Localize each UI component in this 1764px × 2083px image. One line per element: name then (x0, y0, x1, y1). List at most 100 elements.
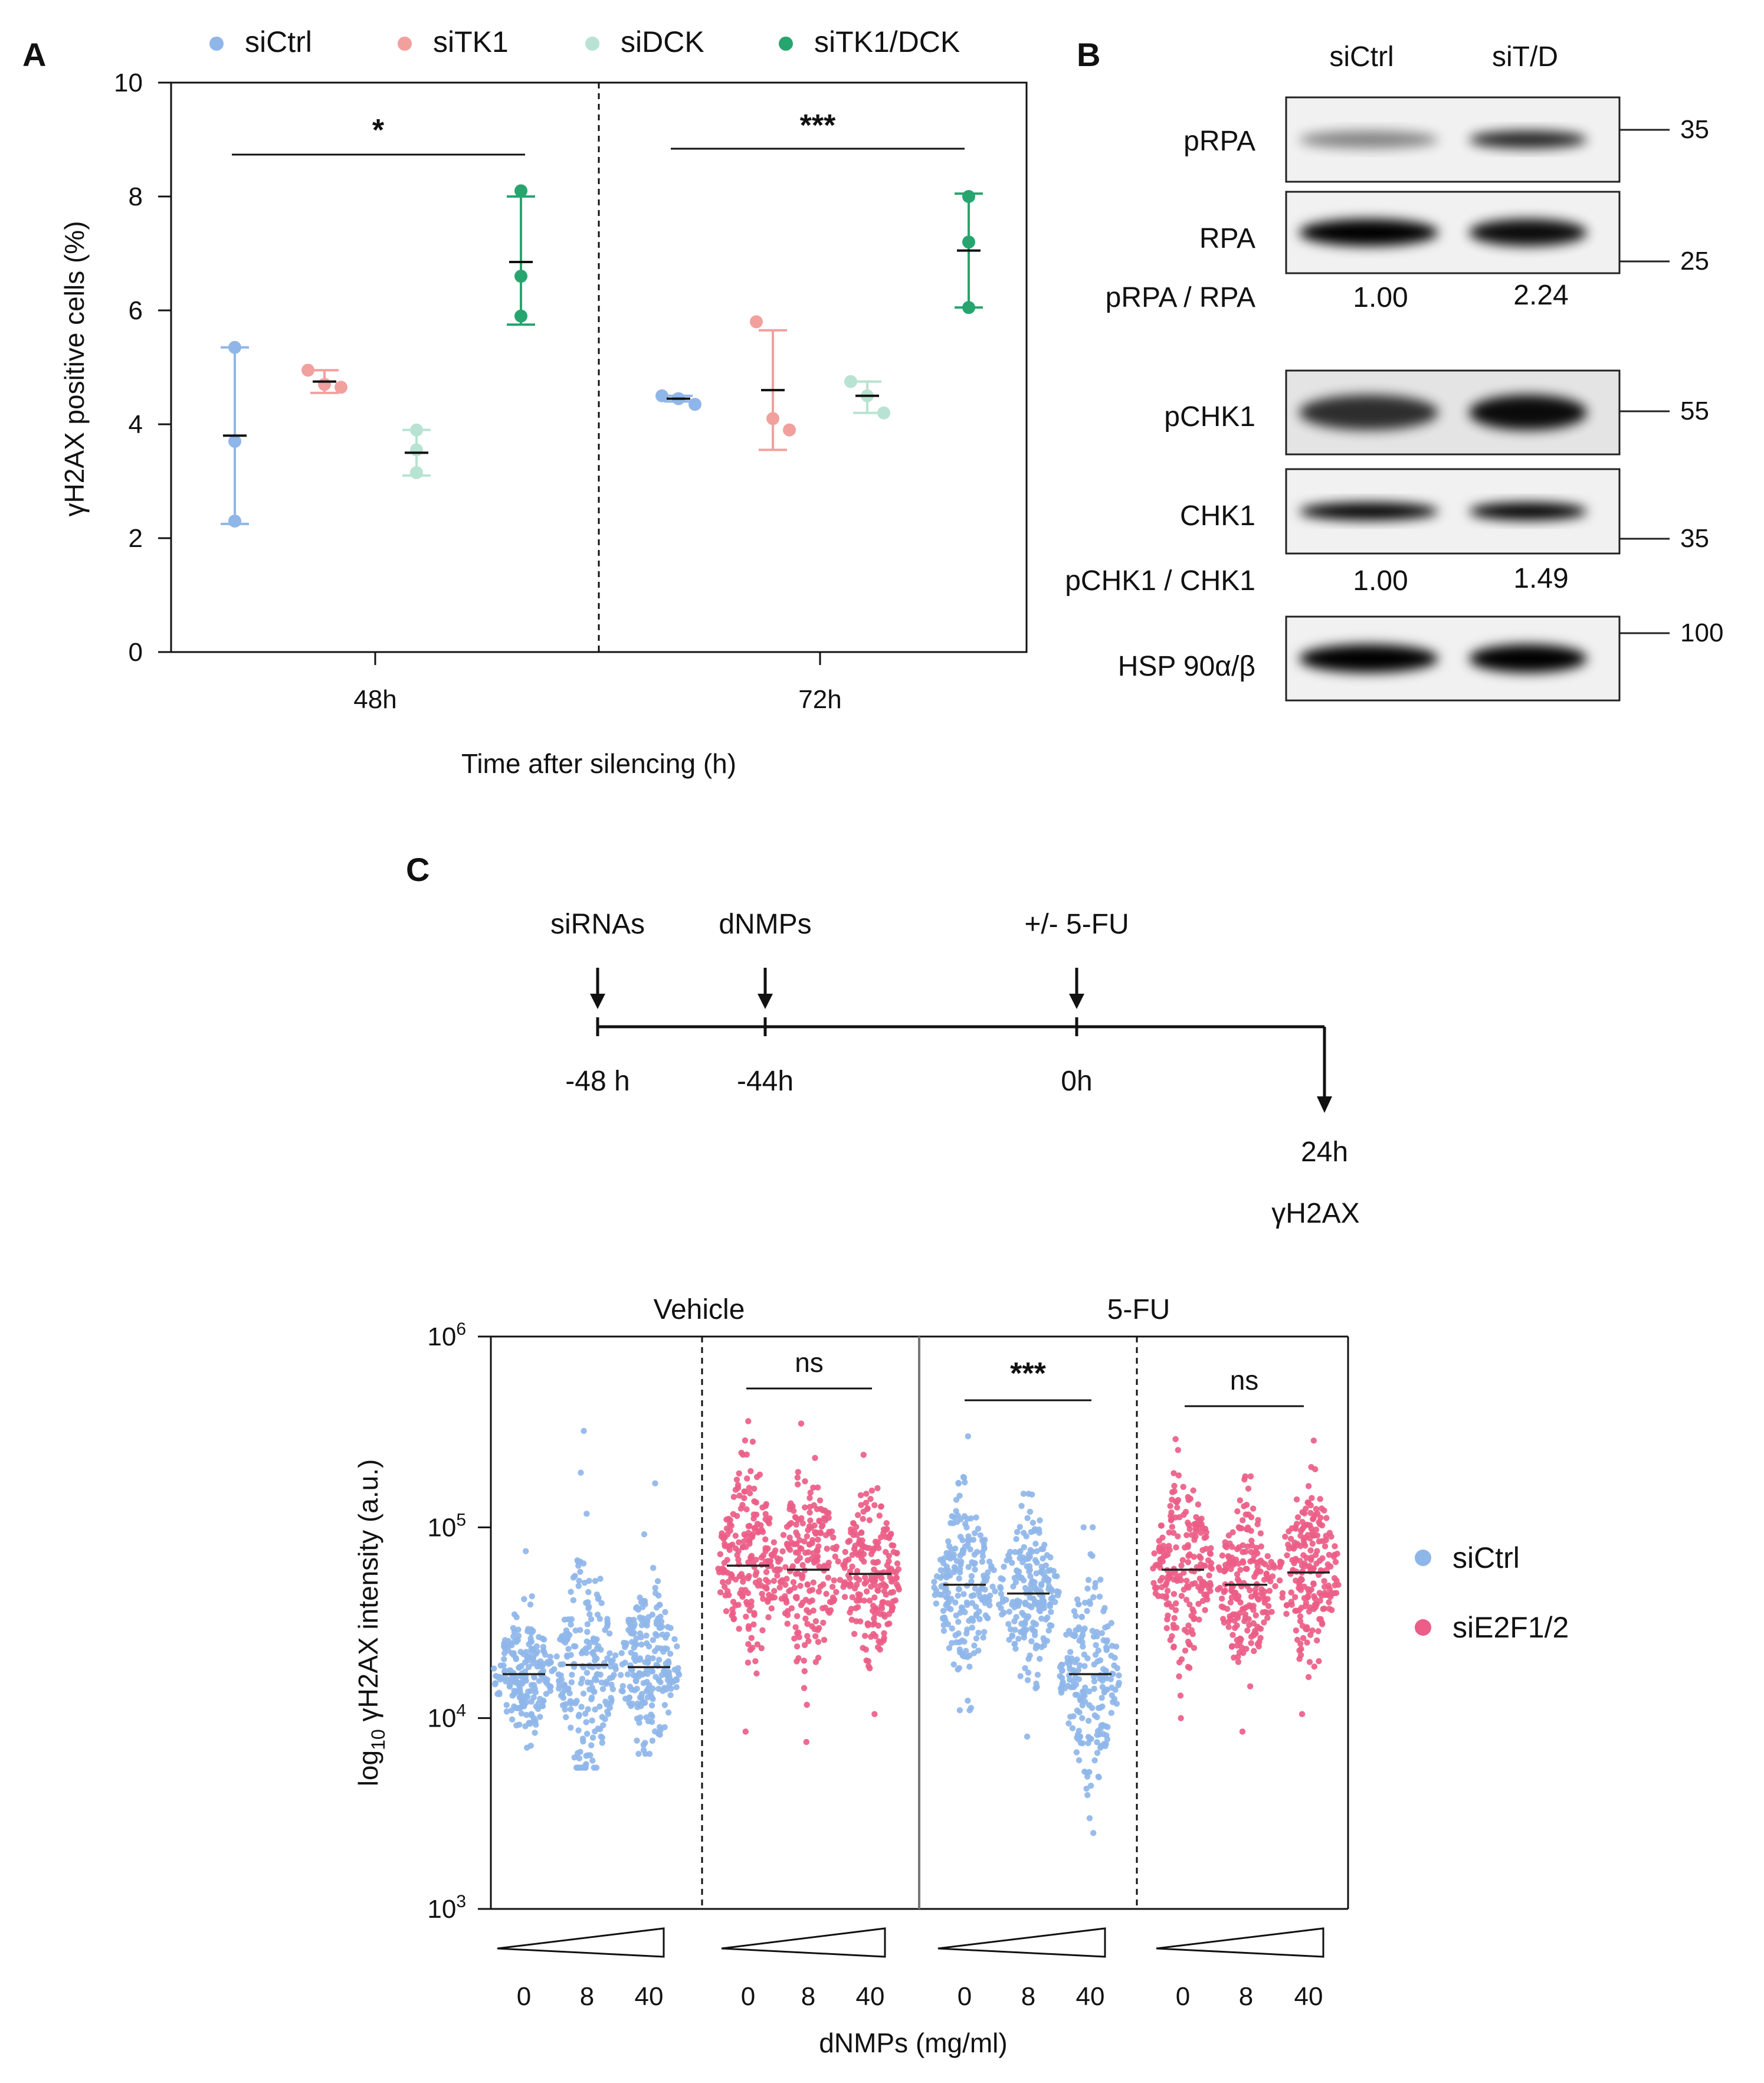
panel-c-data-point (1298, 1576, 1304, 1582)
panel-c-data-point (1017, 1599, 1023, 1605)
panel-a-data-point (410, 466, 423, 480)
panel-c-data-point (966, 1537, 973, 1544)
panel-c-data-point (1151, 1550, 1158, 1557)
panel-c-data-point (1152, 1584, 1159, 1591)
panel-c-data-point (525, 1663, 532, 1671)
panel-c-data-point (612, 1663, 618, 1669)
panel-c-data-point (1158, 1522, 1165, 1529)
panel-a-y-title: γH2AX positive cells (%) (59, 221, 90, 516)
panel-c-data-point (1045, 1627, 1052, 1634)
panel-c-data-point (606, 1650, 613, 1656)
panel-c-data-point (738, 1571, 745, 1577)
panel-c-data-point (1321, 1605, 1327, 1612)
panel-c-data-point (1241, 1476, 1248, 1483)
panel-c-data-point (1021, 1544, 1027, 1551)
panel-c-data-point (723, 1525, 730, 1532)
panel-c-data-point (578, 1469, 584, 1476)
panel-c-data-point (1290, 1545, 1297, 1552)
panel-c-data-point (576, 1577, 582, 1584)
panel-c-data-point (819, 1605, 826, 1612)
panel-a-data-point (655, 389, 668, 402)
panel-c-data-point (1242, 1565, 1250, 1572)
panel-c-data-point (1024, 1733, 1031, 1740)
panel-c-data-point (1258, 1543, 1264, 1550)
panel-c-data-point (668, 1685, 674, 1692)
panel-c-data-point (753, 1557, 759, 1563)
panel-c-data-point (1017, 1555, 1023, 1561)
panel-c-data-point (1076, 1709, 1083, 1716)
panel-c-data-point (1199, 1524, 1206, 1531)
panel-c-data-point (667, 1692, 674, 1698)
panel-c-data-point (1077, 1740, 1084, 1747)
panel-a-data-point (962, 235, 975, 249)
panel-c-data-point (1244, 1543, 1251, 1550)
panel-c-data-point (532, 1689, 539, 1696)
panel-c-dose-label: 8 (580, 1982, 594, 2011)
panel-c-data-point (1034, 1684, 1040, 1690)
panel-c-data-point (874, 1607, 881, 1613)
timeline-arrow-head (758, 994, 773, 1009)
panel-c-data-point (801, 1685, 808, 1691)
panel-c-data-point (741, 1531, 747, 1538)
panel-c-data-point (1150, 1580, 1157, 1586)
panel-c-data-point (577, 1627, 583, 1633)
panel-c-data-point (1191, 1554, 1197, 1560)
panel-c-data-point (1279, 1594, 1286, 1601)
panel-c-data-point (650, 1564, 657, 1571)
panel-a-data-point (877, 406, 890, 420)
panel-c-data-point (955, 1586, 962, 1593)
panel-c-data-point (572, 1573, 578, 1579)
panel-c-data-point (730, 1511, 737, 1518)
timeline-time-label: -48 h (565, 1066, 629, 1097)
panel-c-data-point (592, 1578, 599, 1584)
panel-c-data-point (1001, 1563, 1007, 1570)
panel-c-data-point (1319, 1555, 1326, 1561)
panel-c-data-point (518, 1663, 524, 1669)
panel-c-data-point (855, 1577, 863, 1583)
panel-c-data-point (1084, 1655, 1091, 1662)
panel-c-data-point (753, 1511, 760, 1518)
panel-c-data-point (1262, 1609, 1268, 1616)
panel-c-data-point (936, 1591, 943, 1598)
panel-c-data-point (1229, 1632, 1236, 1638)
panel-c-data-point (955, 1619, 962, 1625)
panel-c-data-point (560, 1661, 566, 1668)
panel-c-data-point (799, 1562, 806, 1568)
panel-c-data-point (1300, 1552, 1307, 1558)
panel-c-data-point (1199, 1547, 1206, 1554)
panel-c-data-point (1250, 1631, 1257, 1637)
panel-c-data-point (645, 1654, 651, 1661)
panel-c-data-point (729, 1541, 736, 1548)
panel-c-data-point (562, 1706, 568, 1713)
panel-c-data-point (1059, 1667, 1065, 1673)
panel-c-data-point (1317, 1597, 1323, 1604)
panel-c-data-point (969, 1600, 976, 1606)
panel-c-data-point (1293, 1577, 1299, 1584)
panel-a-data-point (962, 190, 975, 203)
panel-c-legend-label: siCtrl (1452, 1541, 1520, 1574)
panel-c-data-point (1094, 1750, 1101, 1756)
panel-c-data-point (634, 1685, 640, 1692)
panel-c-data-point (653, 1673, 659, 1681)
panel-c-data-point (1191, 1537, 1198, 1543)
timeline-event-label: dNMPs (719, 909, 811, 940)
panel-c-data-point (1268, 1558, 1274, 1565)
panel-c-x-title: dNMPs (mg/ml) (819, 2028, 1007, 2058)
panel-c-data-point (727, 1517, 733, 1524)
panel-c-data-point (1005, 1620, 1012, 1627)
panel-c-data-point (666, 1674, 673, 1681)
panel-c-data-point (665, 1669, 672, 1675)
panel-c-data-point (1084, 1585, 1091, 1592)
panel-c-data-point (1170, 1591, 1178, 1597)
panel-c-data-point (1169, 1489, 1176, 1495)
panel-c-data-point (599, 1686, 606, 1692)
panel-c-data-point (1310, 1581, 1317, 1587)
panel-c-data-point (642, 1659, 648, 1666)
panel-c-dose-label: 0 (741, 1982, 755, 2011)
panel-c-data-point (645, 1643, 653, 1650)
panel-c-data-point (561, 1616, 568, 1623)
panel-c-data-point (530, 1660, 536, 1667)
panel-c-data-point (1006, 1636, 1012, 1643)
panel-c-data-point (1196, 1553, 1203, 1560)
panel-c-data-point (946, 1645, 953, 1652)
